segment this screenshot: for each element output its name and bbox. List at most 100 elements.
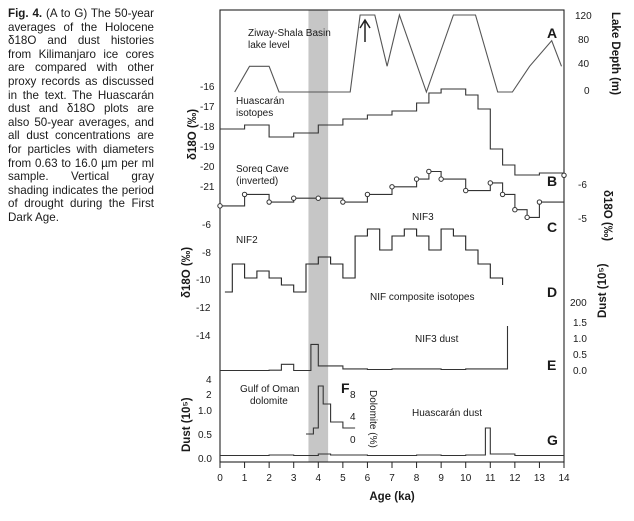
panel-label-F: F xyxy=(341,380,350,396)
series-line-f xyxy=(306,385,356,435)
x-tick-label: 1 xyxy=(242,473,248,484)
x-tick-label: 8 xyxy=(414,473,420,484)
tick-hd-17: -17 xyxy=(200,102,215,113)
series-line-e xyxy=(220,326,509,372)
label-nif2: NIF2 xyxy=(236,235,258,246)
tick-hd-19: -19 xyxy=(200,142,215,153)
tick-nifdust-1.5: 1.5 xyxy=(573,318,587,329)
panel-label-A: A xyxy=(547,25,557,41)
soreq-point xyxy=(241,191,248,198)
x-tick-label: 14 xyxy=(558,473,570,484)
soreq-point xyxy=(561,172,567,178)
tick-nifdust-1.0: 1.0 xyxy=(573,334,587,345)
x-tick-label: 2 xyxy=(266,473,272,484)
soreq-point xyxy=(536,199,543,205)
tick-lake-80: 80 xyxy=(578,35,590,46)
soreq-point xyxy=(389,184,395,190)
axis-title-lake-depth: Lake Depth (m) xyxy=(609,12,621,95)
tick-hdust-0.5: 0.5 xyxy=(198,430,212,441)
axis-nif-dust: 200 1.5 1.0 0.5 0.0 Dust (10⁵) xyxy=(570,263,609,377)
x-tick-label: 5 xyxy=(340,473,346,484)
tick-hd-20: -20 xyxy=(200,162,215,173)
x-tick-label: 7 xyxy=(389,473,395,484)
x-tick-label: 3 xyxy=(291,473,297,484)
series-line-g xyxy=(220,427,564,457)
axis-huascaran-d18o: -16 -17 -18 -19 -20 -21 δ18O (‰) xyxy=(187,82,215,193)
axis-title-nif-dust: Dust (10⁵) xyxy=(597,263,609,318)
soreq-point xyxy=(315,195,321,201)
x-tick-label: 9 xyxy=(438,473,444,484)
figure-caption: Fig. 4. (A to G) The 50-year averages of… xyxy=(8,7,154,225)
tick-hdust-1.0: 1.0 xyxy=(198,406,212,417)
axis-dolomite: 8 4 0 Dolomite (%) xyxy=(350,390,378,448)
axis-title-nif-d18o: δ18O (‰) xyxy=(181,247,193,298)
panel-label-G: G xyxy=(547,432,558,448)
label-nif3: NIF3 xyxy=(412,212,434,223)
tick-hdust-2: 2 xyxy=(206,390,212,401)
x-axis: 0 1 2 3 4 5 6 7 8 9 10 11 12 13 14 xyxy=(217,462,570,484)
tick-nif-6: -6 xyxy=(202,220,211,231)
series-line-a xyxy=(234,13,563,94)
soreq-point xyxy=(266,199,272,205)
tick-dol-8: 8 xyxy=(350,390,356,401)
tick-lake-120: 120 xyxy=(575,11,592,22)
label-nif-composite: NIF composite isotopes xyxy=(370,292,475,303)
tick-hd-16: -16 xyxy=(200,82,215,93)
soreq-point xyxy=(524,214,530,221)
axis-title-soreq-d18o: δ18O (‰) xyxy=(601,190,613,241)
tick-hd-21: -21 xyxy=(200,182,215,193)
tick-nif-14: -14 xyxy=(196,331,211,342)
soreq-point xyxy=(340,199,346,205)
x-tick-label: 10 xyxy=(460,473,472,484)
tick-soreq-5: -5 xyxy=(578,214,587,225)
label-huascaran-iso-1: Huascarán xyxy=(236,96,284,107)
x-tick-label: 4 xyxy=(316,473,322,484)
soreq-point xyxy=(499,191,506,198)
soreq-point xyxy=(463,187,469,194)
label-soreq-1: Soreq Cave xyxy=(236,164,289,175)
label-huascaran-iso-2: isotopes xyxy=(236,108,273,119)
x-tick-label: 12 xyxy=(509,473,521,484)
axis-nif-d18o: -6 -8 -10 -12 -14 δ18O (‰) xyxy=(181,220,211,342)
axis-huascaran-dust: 4 2 1.0 0.5 0.0 Dust (10⁵) xyxy=(181,375,212,465)
tick-dol-0: 0 xyxy=(350,435,356,446)
tick-hdust-4: 4 xyxy=(206,375,212,386)
soreq-point xyxy=(364,191,371,198)
x-tick-label: 6 xyxy=(365,473,371,484)
panel-label-E: E xyxy=(547,357,556,373)
tick-nifdust-0.5: 0.5 xyxy=(573,350,587,361)
tick-nifdust-200: 200 xyxy=(570,298,587,309)
label-oman-2: dolomite xyxy=(250,396,288,407)
label-nif3-dust: NIF3 dust xyxy=(415,334,459,345)
soreq-point xyxy=(487,180,493,186)
series-group xyxy=(217,13,567,457)
tick-dol-4: 4 xyxy=(350,412,356,423)
tick-nifdust-0.0: 0.0 xyxy=(573,366,587,377)
axis-title-dolomite: Dolomite (%) xyxy=(367,390,378,448)
figure-label: Fig. 4. xyxy=(8,7,43,20)
panel-label-D: D xyxy=(547,284,557,300)
x-tick-label: 13 xyxy=(534,473,546,484)
label-soreq-2: (inverted) xyxy=(236,176,278,187)
soreq-point xyxy=(413,176,420,182)
tick-nif-10: -10 xyxy=(196,275,211,286)
lake-arrow-icon xyxy=(359,18,371,42)
x-tick-label: 0 xyxy=(217,473,223,484)
soreq-point xyxy=(438,176,444,182)
soreq-point xyxy=(426,168,432,175)
tick-nif-8: -8 xyxy=(202,248,211,259)
tick-nif-12: -12 xyxy=(196,303,211,314)
x-tick-label: 11 xyxy=(485,473,496,484)
axis-title-huascaran-d18o: δ18O (‰) xyxy=(187,109,199,160)
axis-title-huascaran-dust: Dust (10⁵) xyxy=(181,397,193,452)
axis-soreq-d18o: -6 -5 δ18O (‰) xyxy=(578,180,613,241)
tick-hdust-0.0: 0.0 xyxy=(198,454,212,465)
panel-label-B: B xyxy=(547,173,557,189)
tick-soreq-6: -6 xyxy=(578,180,587,191)
label-ziway-1: Ziway-Shala Basin xyxy=(248,28,331,39)
soreq-point xyxy=(291,195,297,201)
caption-text: (A to G) The 50-year averages of the Hol… xyxy=(8,7,154,224)
series-line-c-d xyxy=(224,228,504,293)
label-oman-1: Gulf of Oman xyxy=(240,384,299,395)
